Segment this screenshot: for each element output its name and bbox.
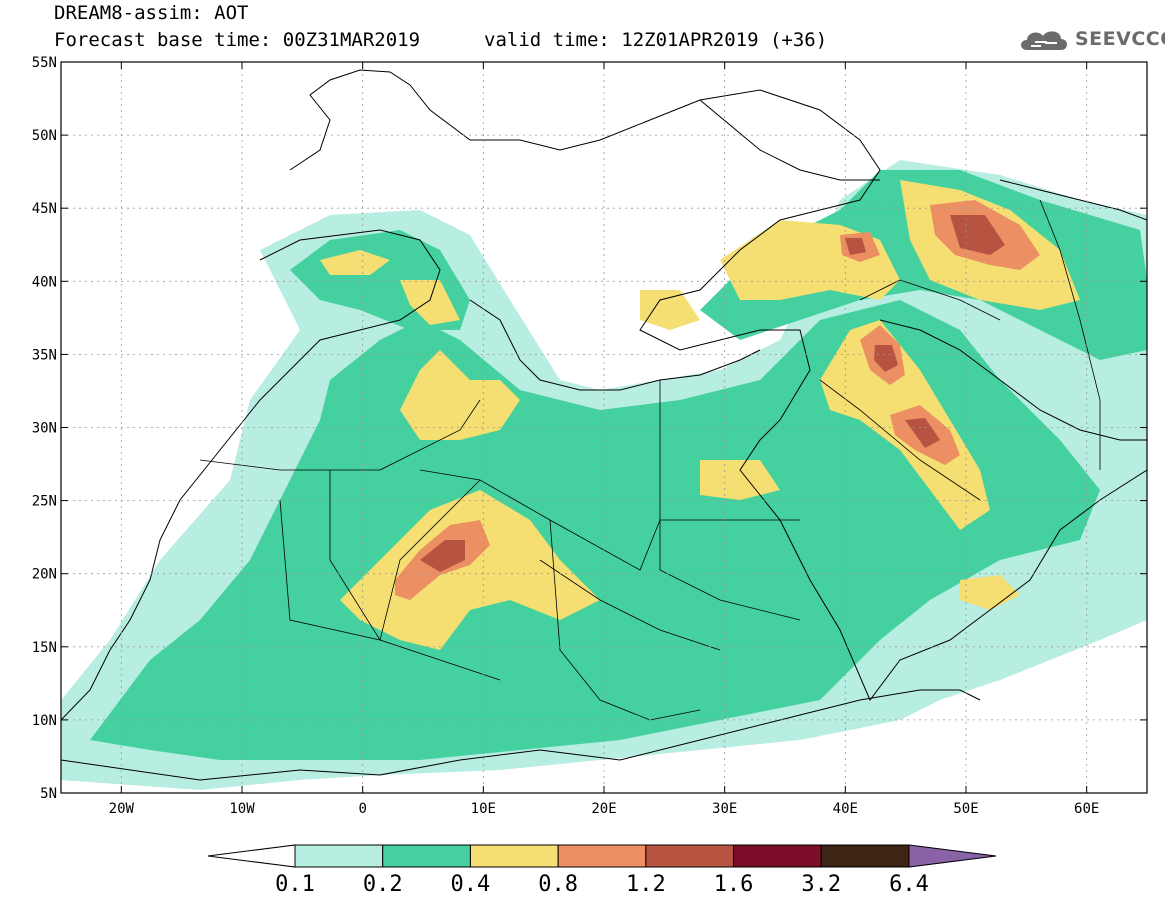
lon-label: 60E (1074, 801, 1099, 817)
lat-label: 40N (32, 274, 57, 290)
colorbar-labels: 0.1 0.2 0.4 0.8 1.2 1.6 3.2 6.4 (275, 872, 929, 897)
colorbar-level-label: 1.2 (626, 872, 666, 897)
colorbar-box (645, 844, 735, 868)
colorbar-box (557, 844, 647, 868)
gridlines (61, 62, 1147, 793)
lat-label: 5N (40, 786, 57, 802)
lat-label: 30N (32, 421, 57, 437)
country-borders (199, 199, 1101, 721)
lon-label: 40E (833, 801, 858, 817)
lon-label: 20W (109, 801, 135, 817)
valid-time: valid time: 12Z01APR2019 (+36) (484, 29, 828, 51)
lat-label: 25N (32, 494, 57, 510)
aot-shading (61, 160, 1147, 790)
lon-label: 50E (953, 801, 978, 817)
colorbar-box (820, 844, 910, 868)
axis-ticks (61, 61, 1147, 794)
lon-label: 10E (471, 801, 496, 817)
latitude-labels: 55N 50N 45N 40N 35N 30N 25N 20N 15N 10N 5N (32, 55, 57, 802)
logo-text: SEEVCCC (1075, 28, 1165, 50)
colorbar-box (382, 844, 471, 868)
colorbar-level-label: 0.1 (275, 872, 315, 897)
lat-label: 20N (32, 567, 57, 583)
lat-label: 50N (32, 128, 57, 144)
lat-label: 10N (32, 713, 57, 729)
lon-label: 0 (358, 801, 366, 817)
lat-label: 15N (32, 640, 57, 656)
colorbar-max-triangle (908, 844, 997, 868)
seevccc-logo: SEEVCCC (1017, 24, 1165, 56)
colorbar-level-label: 0.4 (451, 872, 491, 897)
lat-label: 55N (32, 55, 57, 71)
colorbar-level-label: 6.4 (889, 872, 929, 897)
cloud-icon (1021, 31, 1067, 50)
lon-label: 10W (229, 801, 255, 817)
colorbar (207, 844, 997, 868)
longitude-labels: 20W 10W 0 10E 20E 30E 40E 50E 60E (109, 801, 1100, 817)
colorbar-box (294, 844, 384, 868)
colorbar-level-label: 0.8 (538, 872, 578, 897)
lat-label: 35N (32, 347, 57, 363)
lon-label: 20E (591, 801, 616, 817)
colorbar-box (469, 844, 559, 868)
colorbar-level-label: 0.2 (363, 872, 403, 897)
lon-label: 30E (712, 801, 737, 817)
colorbar-box (733, 844, 822, 868)
forecast-base-time: Forecast base time: 00Z31MAR2019 (54, 29, 421, 51)
lat-label: 45N (32, 201, 57, 217)
colorbar-level-label: 1.6 (714, 872, 754, 897)
map-title: DREAM8-assim: AOT (54, 2, 249, 24)
colorbar-level-label: 3.2 (801, 872, 841, 897)
colorbar-min-triangle (207, 844, 296, 868)
coastlines (61, 69, 1147, 781)
